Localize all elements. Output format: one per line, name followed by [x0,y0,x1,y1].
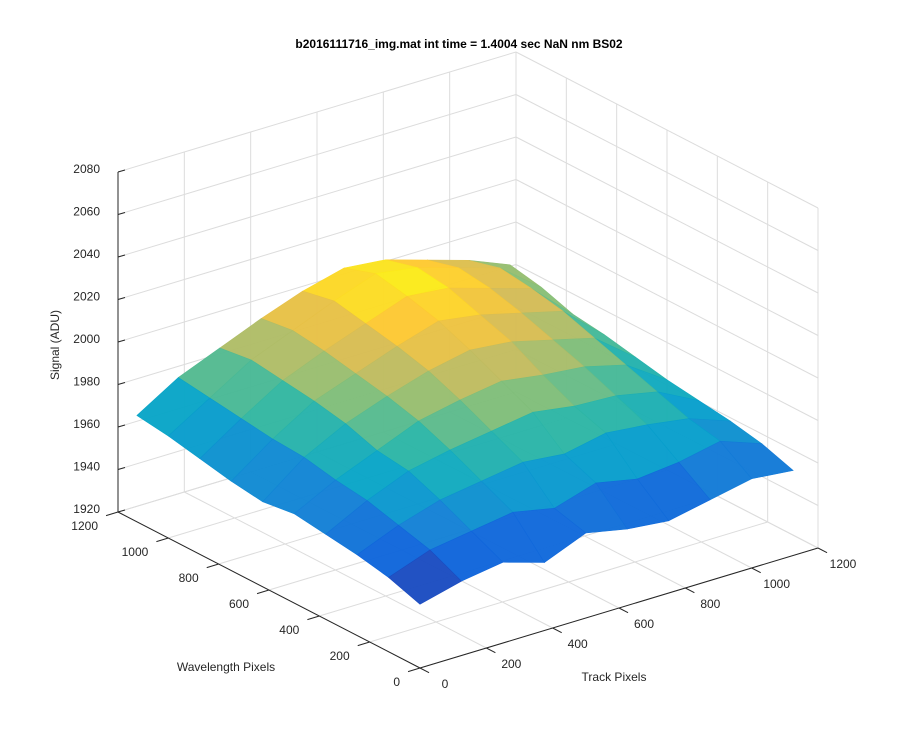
y-tick-label: 800 [179,571,199,585]
z-tick [117,169,126,173]
z-tick-label: 1980 [73,375,100,389]
z-tick-label: 1940 [73,460,100,474]
z-tick-label: 1960 [73,417,100,431]
z-tick-label: 2040 [73,247,100,261]
z-tick [117,297,126,300]
y-tick [256,589,270,595]
grid-line [369,521,768,643]
x-tick-label: 1000 [763,577,790,591]
x-tick [618,607,629,614]
y-tick [357,641,370,647]
z-tick [117,212,126,215]
y-tick-label: 1000 [122,545,149,559]
x-tick-label: 400 [568,637,588,651]
surface-patch [388,549,462,605]
y-tick-label: 200 [330,649,350,663]
z-tick [117,509,126,513]
grid-line [117,179,517,300]
grid-line [515,51,819,209]
z-tick-label: 2000 [73,332,100,346]
y-tick-label: 400 [279,623,299,637]
grid-line [117,221,517,343]
grid-line [117,94,517,215]
chart-title: b2016111716_img.mat int time = 1.4004 se… [295,37,623,51]
x-tick-label: 800 [700,597,720,611]
grid-line [515,94,819,251]
z-axis-label: Signal (ADU) [48,310,62,380]
y-axis-label: Wavelength Pixels [177,660,275,674]
y-tick [206,563,219,569]
x-axis-label: Track Pixels [582,670,647,684]
x-tick-label: 200 [501,657,521,671]
z-tick [117,467,126,470]
x-tick [751,567,761,574]
y-tick [407,667,421,673]
x-tick-label: 600 [634,617,654,631]
y-tick [156,537,169,543]
z-tick-label: 2060 [73,205,100,219]
z-tick [117,339,126,343]
x-tick [486,647,496,654]
x-tick [685,587,695,594]
grid-line [117,136,517,258]
z-tick-label: 2020 [73,290,100,304]
y-tick-label: 600 [229,597,249,611]
grid-line [515,136,819,294]
x-tick [552,627,562,634]
y-tick-label: 0 [393,675,400,689]
z-tick-label: 2080 [73,162,100,176]
z-tick [117,424,126,428]
x-tick [817,547,828,554]
z-tick [117,382,126,385]
grid-line [117,51,517,173]
z-tick-label: 1920 [73,502,100,516]
x-tick-label: 0 [442,677,449,691]
x-tick [419,667,430,674]
y-tick [307,615,320,621]
z-tick [117,254,126,258]
x-tick-label: 1200 [830,557,857,571]
grid-line [515,221,819,379]
grid-line [515,179,819,336]
y-tick [105,511,119,517]
y-tick-label: 1200 [71,519,98,533]
grid-line [515,264,819,421]
